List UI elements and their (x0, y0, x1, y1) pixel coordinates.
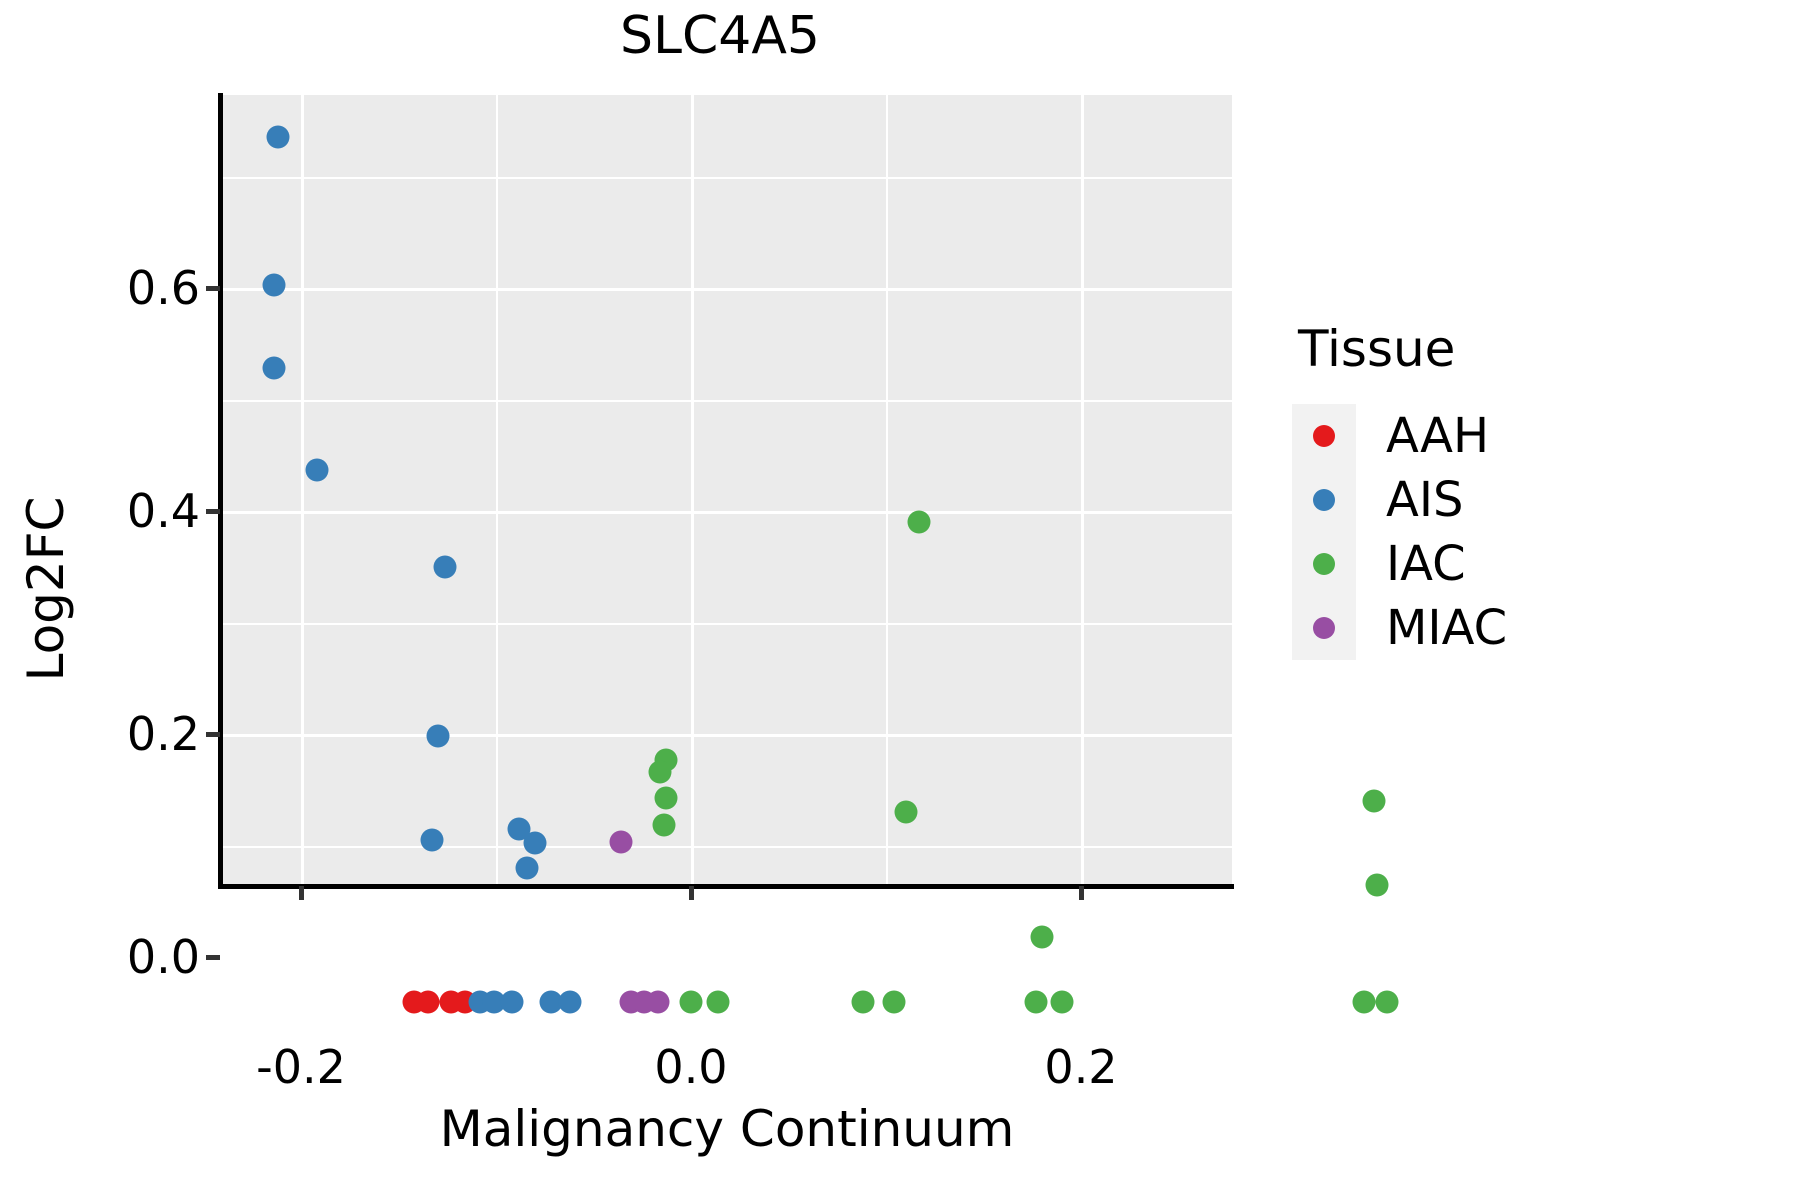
data-point-iac (882, 990, 906, 1014)
legend-dot-icon (1313, 617, 1335, 639)
gridline-vertical (1081, 95, 1084, 885)
gridline-vertical (301, 95, 304, 885)
data-point-ais (523, 831, 547, 855)
data-point-ais (262, 356, 286, 380)
data-point-iac (1024, 990, 1048, 1014)
legend-label: AIS (1386, 472, 1464, 528)
gridline-horizontal (222, 511, 1232, 514)
chart-title: SLC4A5 (619, 6, 821, 66)
legend-item-aah[interactable]: AAH (1292, 404, 1712, 468)
data-point-iac (1050, 990, 1073, 1014)
x-tick-label: 0.0 (654, 1040, 728, 1094)
data-point-iac (679, 990, 703, 1014)
legend-label: IAC (1386, 536, 1466, 592)
legend-items: AAH AIS IAC MIAC (1292, 404, 1712, 660)
x-axis-tick (299, 886, 304, 900)
gridline-horizontal (222, 399, 1232, 402)
x-axis-title: Malignancy Continuum (439, 1100, 1015, 1158)
gridline-horizontal (222, 845, 1232, 848)
legend-title: Tissue (1298, 320, 1456, 378)
gridline-vertical (886, 95, 888, 885)
y-tick-label: 0.0 (126, 930, 200, 984)
legend-key-swatch (1292, 468, 1356, 532)
gridline-horizontal (222, 288, 1232, 291)
y-tick-label: 0.4 (126, 484, 200, 538)
gridline-horizontal (222, 176, 1232, 179)
data-point-iac (1352, 990, 1376, 1014)
data-point-ais (482, 990, 506, 1014)
legend-item-iac[interactable]: IAC (1292, 532, 1712, 596)
data-point-iac (1030, 925, 1054, 949)
legend-item-miac[interactable]: MIAC (1292, 596, 1712, 660)
y-axis-tick (206, 509, 220, 514)
legend: Tissue AAH AIS IAC MIAC (1292, 320, 1712, 660)
y-axis-tick (206, 955, 220, 960)
x-axis-tick (1079, 886, 1084, 900)
gridline-horizontal (222, 957, 1232, 960)
data-point-ais (507, 817, 531, 841)
legend-label: MIAC (1386, 600, 1508, 656)
gridline-vertical (691, 95, 694, 885)
data-point-iac (1365, 873, 1389, 897)
x-tick-label: -0.2 (256, 1040, 346, 1094)
legend-item-ais[interactable]: AIS (1292, 468, 1712, 532)
data-point-ais (500, 990, 524, 1014)
plot-panel (222, 95, 1399, 1014)
data-point-iac (652, 813, 676, 837)
data-point-ais (433, 555, 457, 579)
legend-dot-icon (1313, 553, 1335, 575)
legend-key-swatch (1292, 532, 1356, 596)
x-tick-label: 0.2 (1044, 1040, 1118, 1094)
data-point-miac (609, 830, 633, 854)
gridline-horizontal (222, 622, 1232, 625)
gridline-horizontal (222, 734, 1232, 737)
data-point-ais (426, 724, 449, 748)
data-point-ais (539, 990, 563, 1014)
legend-key-swatch (1292, 596, 1356, 660)
data-point-ais (420, 828, 444, 852)
legend-label: AAH (1386, 408, 1490, 464)
legend-dot-icon (1313, 489, 1335, 511)
legend-key-swatch (1292, 404, 1356, 468)
data-point-ais (266, 125, 290, 149)
y-axis-tick (206, 286, 220, 291)
data-point-iac (648, 760, 672, 784)
y-tick-label: 0.2 (126, 707, 200, 761)
gridline-vertical (496, 95, 498, 885)
data-point-ais (515, 856, 539, 880)
data-point-iac (654, 786, 678, 810)
data-point-iac (706, 990, 730, 1014)
y-axis-tick-labels: 0.0 0.2 0.4 0.6 (66, 0, 200, 1200)
data-point-miac (646, 990, 670, 1014)
data-point-iac (851, 990, 875, 1014)
x-axis-tick (689, 886, 694, 900)
data-point-ais (558, 990, 582, 1014)
data-point-ais (262, 273, 286, 297)
data-point-iac (1375, 990, 1399, 1014)
y-tick-label: 0.6 (126, 261, 200, 315)
data-point-iac (894, 800, 917, 824)
y-axis-line (218, 93, 223, 887)
data-point-iac (907, 510, 931, 534)
legend-dot-icon (1313, 425, 1335, 447)
data-point-iac (1362, 789, 1385, 813)
y-axis-tick (206, 732, 220, 737)
y-axis-title: Log2FC (17, 496, 75, 682)
data-point-ais (305, 458, 329, 482)
data-point-aah (416, 990, 440, 1014)
x-axis-line (218, 884, 1234, 889)
